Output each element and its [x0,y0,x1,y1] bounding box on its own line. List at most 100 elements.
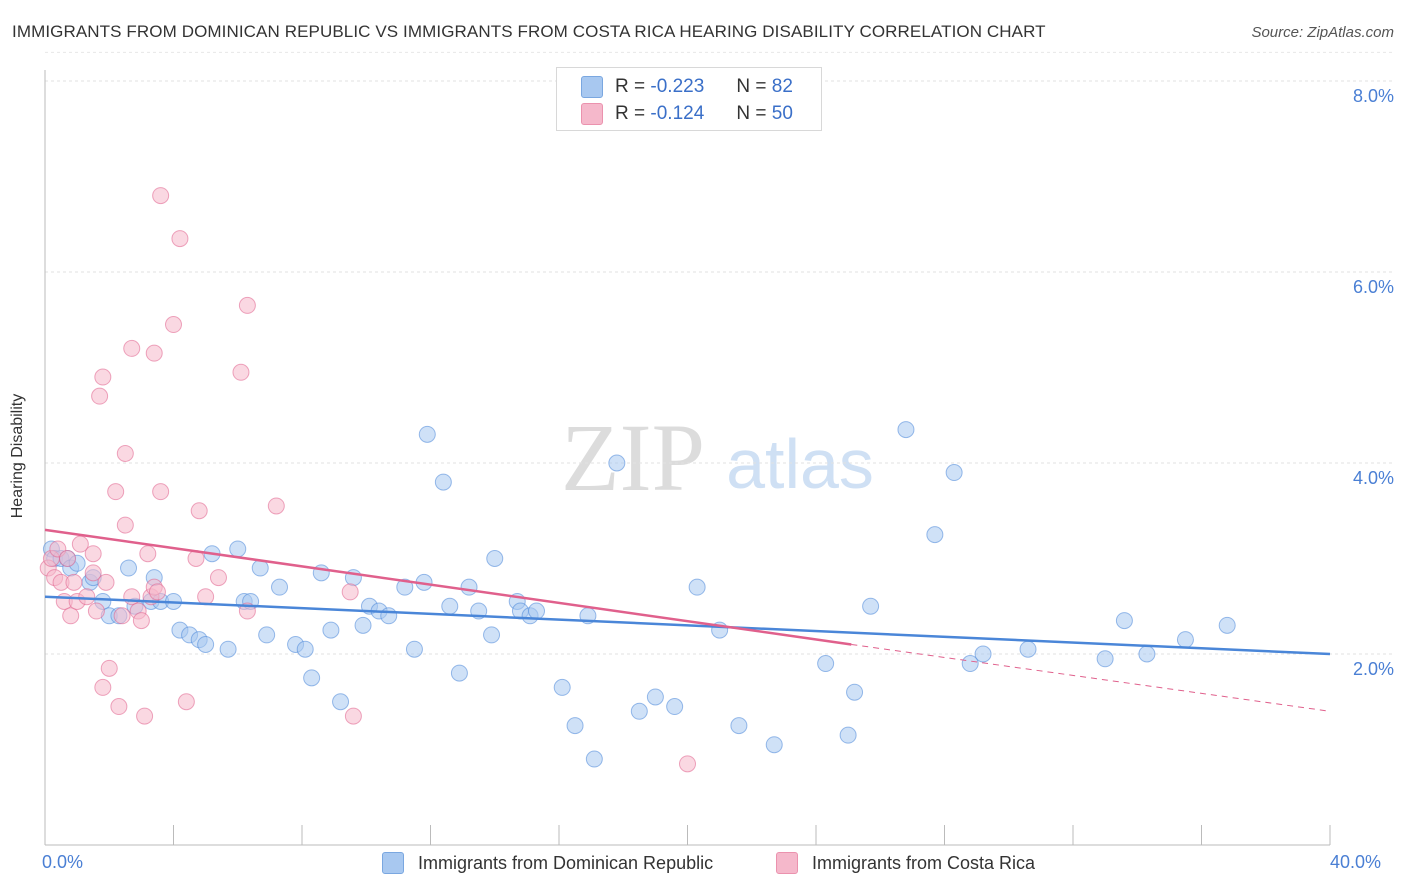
data-point-dominican [528,602,546,620]
data-point-costarica [116,516,134,534]
data-point-costarica [197,588,215,606]
data-point-dominican [765,736,783,754]
data-point-dominican [945,464,963,482]
data-point-dominican [1138,645,1156,663]
data-point-dominican [396,578,414,596]
data-point-dominican [974,645,992,663]
data-point-dominican [566,717,584,735]
data-point-costarica [107,483,125,501]
legend-row-dominican: R = -0.223 N = 82 [581,75,793,99]
legend-n-label: N = [736,103,767,124]
data-point-dominican [862,597,880,615]
trend-line-costarica [44,528,852,646]
data-point-dominican [486,550,504,567]
legend-n-value: 82 [771,76,793,97]
bottom-legend-swatch-dominican [382,852,404,874]
bottom-legend: Immigrants from Dominican Republic Immig… [0,852,1406,876]
data-point-costarica [139,545,157,563]
data-point-dominican [646,688,664,706]
data-point-costarica [94,368,112,386]
data-point-costarica [94,678,112,696]
y-tick-label-6: 6.0% [1352,277,1394,297]
data-point-costarica [110,698,128,716]
y-tick-label-8: 8.0% [1352,86,1394,106]
y-tick-label-2: 2.0% [1352,659,1394,679]
trend-line-costarica-extension [851,643,1331,712]
data-point-dominican [839,726,857,744]
source-credit: Source: ZipAtlas.com [1251,24,1394,41]
data-point-costarica [84,564,102,582]
data-point-costarica [71,535,89,553]
data-point-dominican [897,421,915,439]
data-point-dominican [630,702,648,720]
data-point-costarica [238,296,256,314]
data-point-dominican [219,640,237,658]
legend-r-value: -0.124 [650,103,705,124]
data-point-costarica [113,607,131,625]
y-tick-label-4: 4.0% [1352,468,1394,488]
data-point-dominican [553,678,571,696]
data-point-dominican [229,540,247,558]
data-point-costarica [87,602,105,620]
data-point-costarica [148,583,166,601]
bottom-legend-label-dominican: Immigrants from Dominican Republic [418,852,714,873]
data-point-dominican [296,640,314,658]
trend-line-dominican [44,595,1331,656]
chart-title: IMMIGRANTS FROM DOMINICAN REPUBLIC VS IM… [12,22,1046,41]
data-point-dominican [1218,616,1236,634]
data-point-dominican [1096,650,1114,668]
data-point-dominican [197,635,215,653]
data-point-costarica [232,363,250,381]
data-point-costarica [341,583,359,601]
data-point-costarica [152,187,170,205]
data-point-dominican [1176,631,1194,649]
data-point-costarica [78,588,96,606]
data-point-costarica [58,550,76,567]
data-point-costarica [65,573,83,591]
x-tick-label-max: 40.0% [1330,852,1382,872]
legend-swatch-dominican [581,76,603,98]
data-point-costarica [145,344,163,362]
data-point-dominican [380,607,398,625]
data-point-costarica [344,707,362,725]
data-point-dominican [450,664,468,682]
data-point-dominican [585,750,603,768]
bottom-legend-label-costarica: Immigrants from Costa Rica [812,852,1036,873]
legend-n-label: N = [736,76,767,97]
data-point-dominican [434,473,452,491]
data-point-costarica [116,444,134,462]
data-point-dominican [460,578,478,596]
data-point-dominican [1115,612,1133,630]
stats-legend: R = -0.223 N = 82 R = -0.124 N = 50 [556,67,822,131]
data-point-dominican [354,616,372,634]
data-point-dominican [666,698,684,716]
data-point-costarica [84,545,102,563]
bottom-legend-swatch-costarica [776,852,798,874]
x-tick-label-min: 0.0% [42,852,84,872]
data-point-dominican [1019,640,1037,658]
data-point-dominican [303,669,321,687]
data-point-dominican [120,559,138,577]
legend-swatch-costarica [581,103,603,125]
data-point-costarica [136,707,154,725]
data-point-costarica [152,483,170,501]
legend-n-value: 50 [771,103,793,124]
data-point-costarica [679,755,696,773]
data-point-dominican [926,526,944,544]
data-point-dominican [441,597,459,615]
legend-row-costarica: R = -0.124 N = 50 [581,102,793,126]
data-point-costarica [100,659,118,677]
legend-r-label: R = [615,76,646,97]
data-point-dominican [405,640,423,658]
data-point-costarica [190,502,208,520]
data-point-dominican [730,717,748,735]
data-point-dominican [688,578,706,596]
data-point-dominican [271,578,289,596]
legend-r-value: -0.223 [650,76,705,97]
data-point-costarica [177,693,195,711]
data-point-dominican [608,454,626,472]
data-point-dominican [483,626,501,644]
data-point-costarica [91,387,109,405]
data-point-costarica [123,339,141,357]
